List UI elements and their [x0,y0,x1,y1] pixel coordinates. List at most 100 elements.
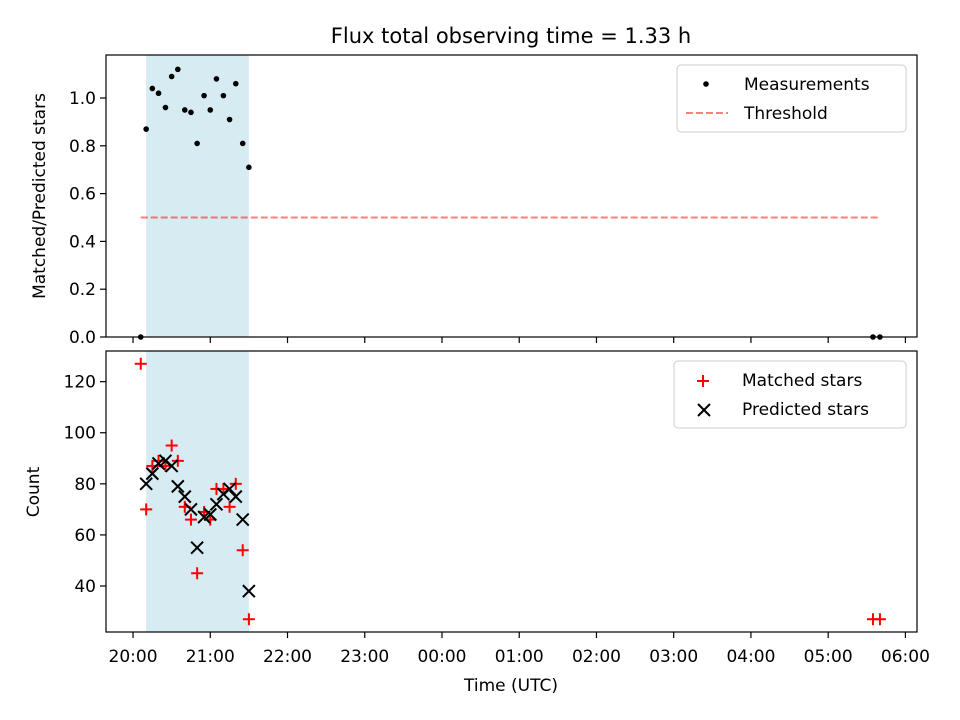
measurement-point [162,104,169,111]
measurement-point [181,107,188,113]
predicted-star-point-b [222,482,237,496]
count-ytick-label: 100 [64,424,96,444]
time-xtick-label: 04:00 [726,647,775,667]
measurement-point [232,80,239,87]
predicted-star-point-b [151,456,166,471]
time-xtick-label: 21:00 [186,647,235,667]
predicted-star-point-b [139,477,153,491]
time-xtick-label: 22:00 [263,647,312,667]
measurement-point [239,140,246,147]
predicted-star-point [209,497,224,511]
legend-predicted-label: Predicted stars [742,400,869,420]
predicted-star-point [164,459,179,473]
ratio-ytick-label: 0.4 [69,232,96,252]
predicted-star-point-b [171,479,185,494]
ratio-ytick-label: 0.8 [69,137,96,157]
legend-matched-marker [697,375,709,387]
count-panel: 40 60 80 100 120 20:00 21:00 22:00 23:00 00:00 01… [24,350,930,696]
matched-star-point [873,613,886,626]
predicted-star-point-b [178,489,192,504]
ratio-legend-box [676,64,907,133]
ratio-ytick-label: 0.6 [69,185,96,205]
count-ytick-label: 120 [64,373,96,393]
measurement-point [194,140,200,147]
time-xtick-label: 03:00 [649,647,698,667]
measurement-point [213,76,220,82]
predicted-star-point-b [203,507,217,522]
measurement-point [175,66,181,73]
ratio-x-ticks [132,337,907,343]
matched-star-point [242,613,255,626]
count-legend: Matched stars Predicted stars [673,360,907,429]
measurement-point [226,116,233,123]
matched-star-point [134,357,147,370]
matched-star-point [223,500,236,513]
predicted-star-point-b [236,512,250,527]
predicted-star-point-b [184,502,198,517]
count-ytick-label: 60 [74,526,96,546]
ratio-y-ticks: 0.0 0.2 0.4 0.6 0.8 1.0 [69,89,106,348]
ratio-legend: Measurements Threshold [676,64,907,133]
observing-window-shade-top [146,55,249,337]
predicted-star-point [139,477,153,491]
chart-title: Flux total observing time = 1.33 h [331,24,691,48]
predicted-star-point [184,502,198,517]
predicted-star-point [222,482,237,496]
measurement-points [137,66,883,340]
measurement-point [155,90,162,97]
ratio-y-label: Matched/Predicted stars [30,93,50,299]
time-x-ticks: 20:00 21:00 22:00 23:00 00:00 01:00 02:00 03:00… [109,632,930,667]
measurement-point [220,92,227,99]
measurement-point [207,107,214,113]
predicted-star-point [178,489,192,504]
matched-star-point [140,503,153,516]
legend-measurements-marker [703,81,709,87]
matched-star-point [191,567,204,580]
time-xtick-label: 20:00 [109,647,158,667]
time-xtick-label: 00:00 [417,647,466,667]
predicted-star-point-b [229,489,243,504]
time-xtick-label: 02:00 [572,647,621,667]
predicted-star-point-b [164,459,179,473]
measurement-point [143,126,149,132]
predicted-star-point [242,584,256,598]
matched-star-point [236,544,249,557]
time-xtick-label: 23:00 [340,647,389,667]
measurement-point [168,73,175,80]
legend-matched-label: Matched stars [742,371,862,391]
predicted-star-points [139,454,256,598]
measurement-point [246,164,252,171]
time-xtick-label: 05:00 [804,647,853,667]
predicted-star-point [236,512,250,527]
measurement-point [188,109,194,116]
legend-measurements-label: Measurements [744,75,870,95]
count-axes-frame [105,350,918,633]
predicted-star-point [203,507,217,522]
count-y-ticks: 40 60 80 100 120 [64,373,106,597]
ratio-axes-frame [105,54,918,338]
matched-star-point [165,439,178,452]
count-legend-box [673,360,907,429]
ratio-ytick-label: 0.2 [69,280,96,300]
predicted-star-point [145,466,160,481]
ratio-panel: 0.0 0.2 0.4 0.6 0.8 1.0 Matched/Predicted sta… [30,54,918,348]
measurement-point [201,92,207,99]
count-ytick-label: 80 [74,475,96,495]
ratio-ytick-label: 1.0 [69,89,96,109]
predicted-star-point [151,456,166,471]
predicted-star-point [229,489,243,504]
x-axis-label: Time (UTC) [463,676,558,696]
legend-threshold-label: Threshold [743,104,828,124]
measurement-point [149,85,156,92]
predicted-star-point-b [145,466,160,481]
time-xtick-label: 01:00 [495,647,544,667]
matched-star-point [152,454,165,467]
time-xtick-label: 06:00 [881,647,930,667]
predicted-star-point-b [209,497,224,511]
predicted-star-point-b [190,540,204,555]
count-y-label: Count [24,466,44,517]
matched-star-point [184,513,197,526]
predicted-star-point-b [242,584,256,598]
ratio-ytick-label: 0.0 [69,328,96,348]
